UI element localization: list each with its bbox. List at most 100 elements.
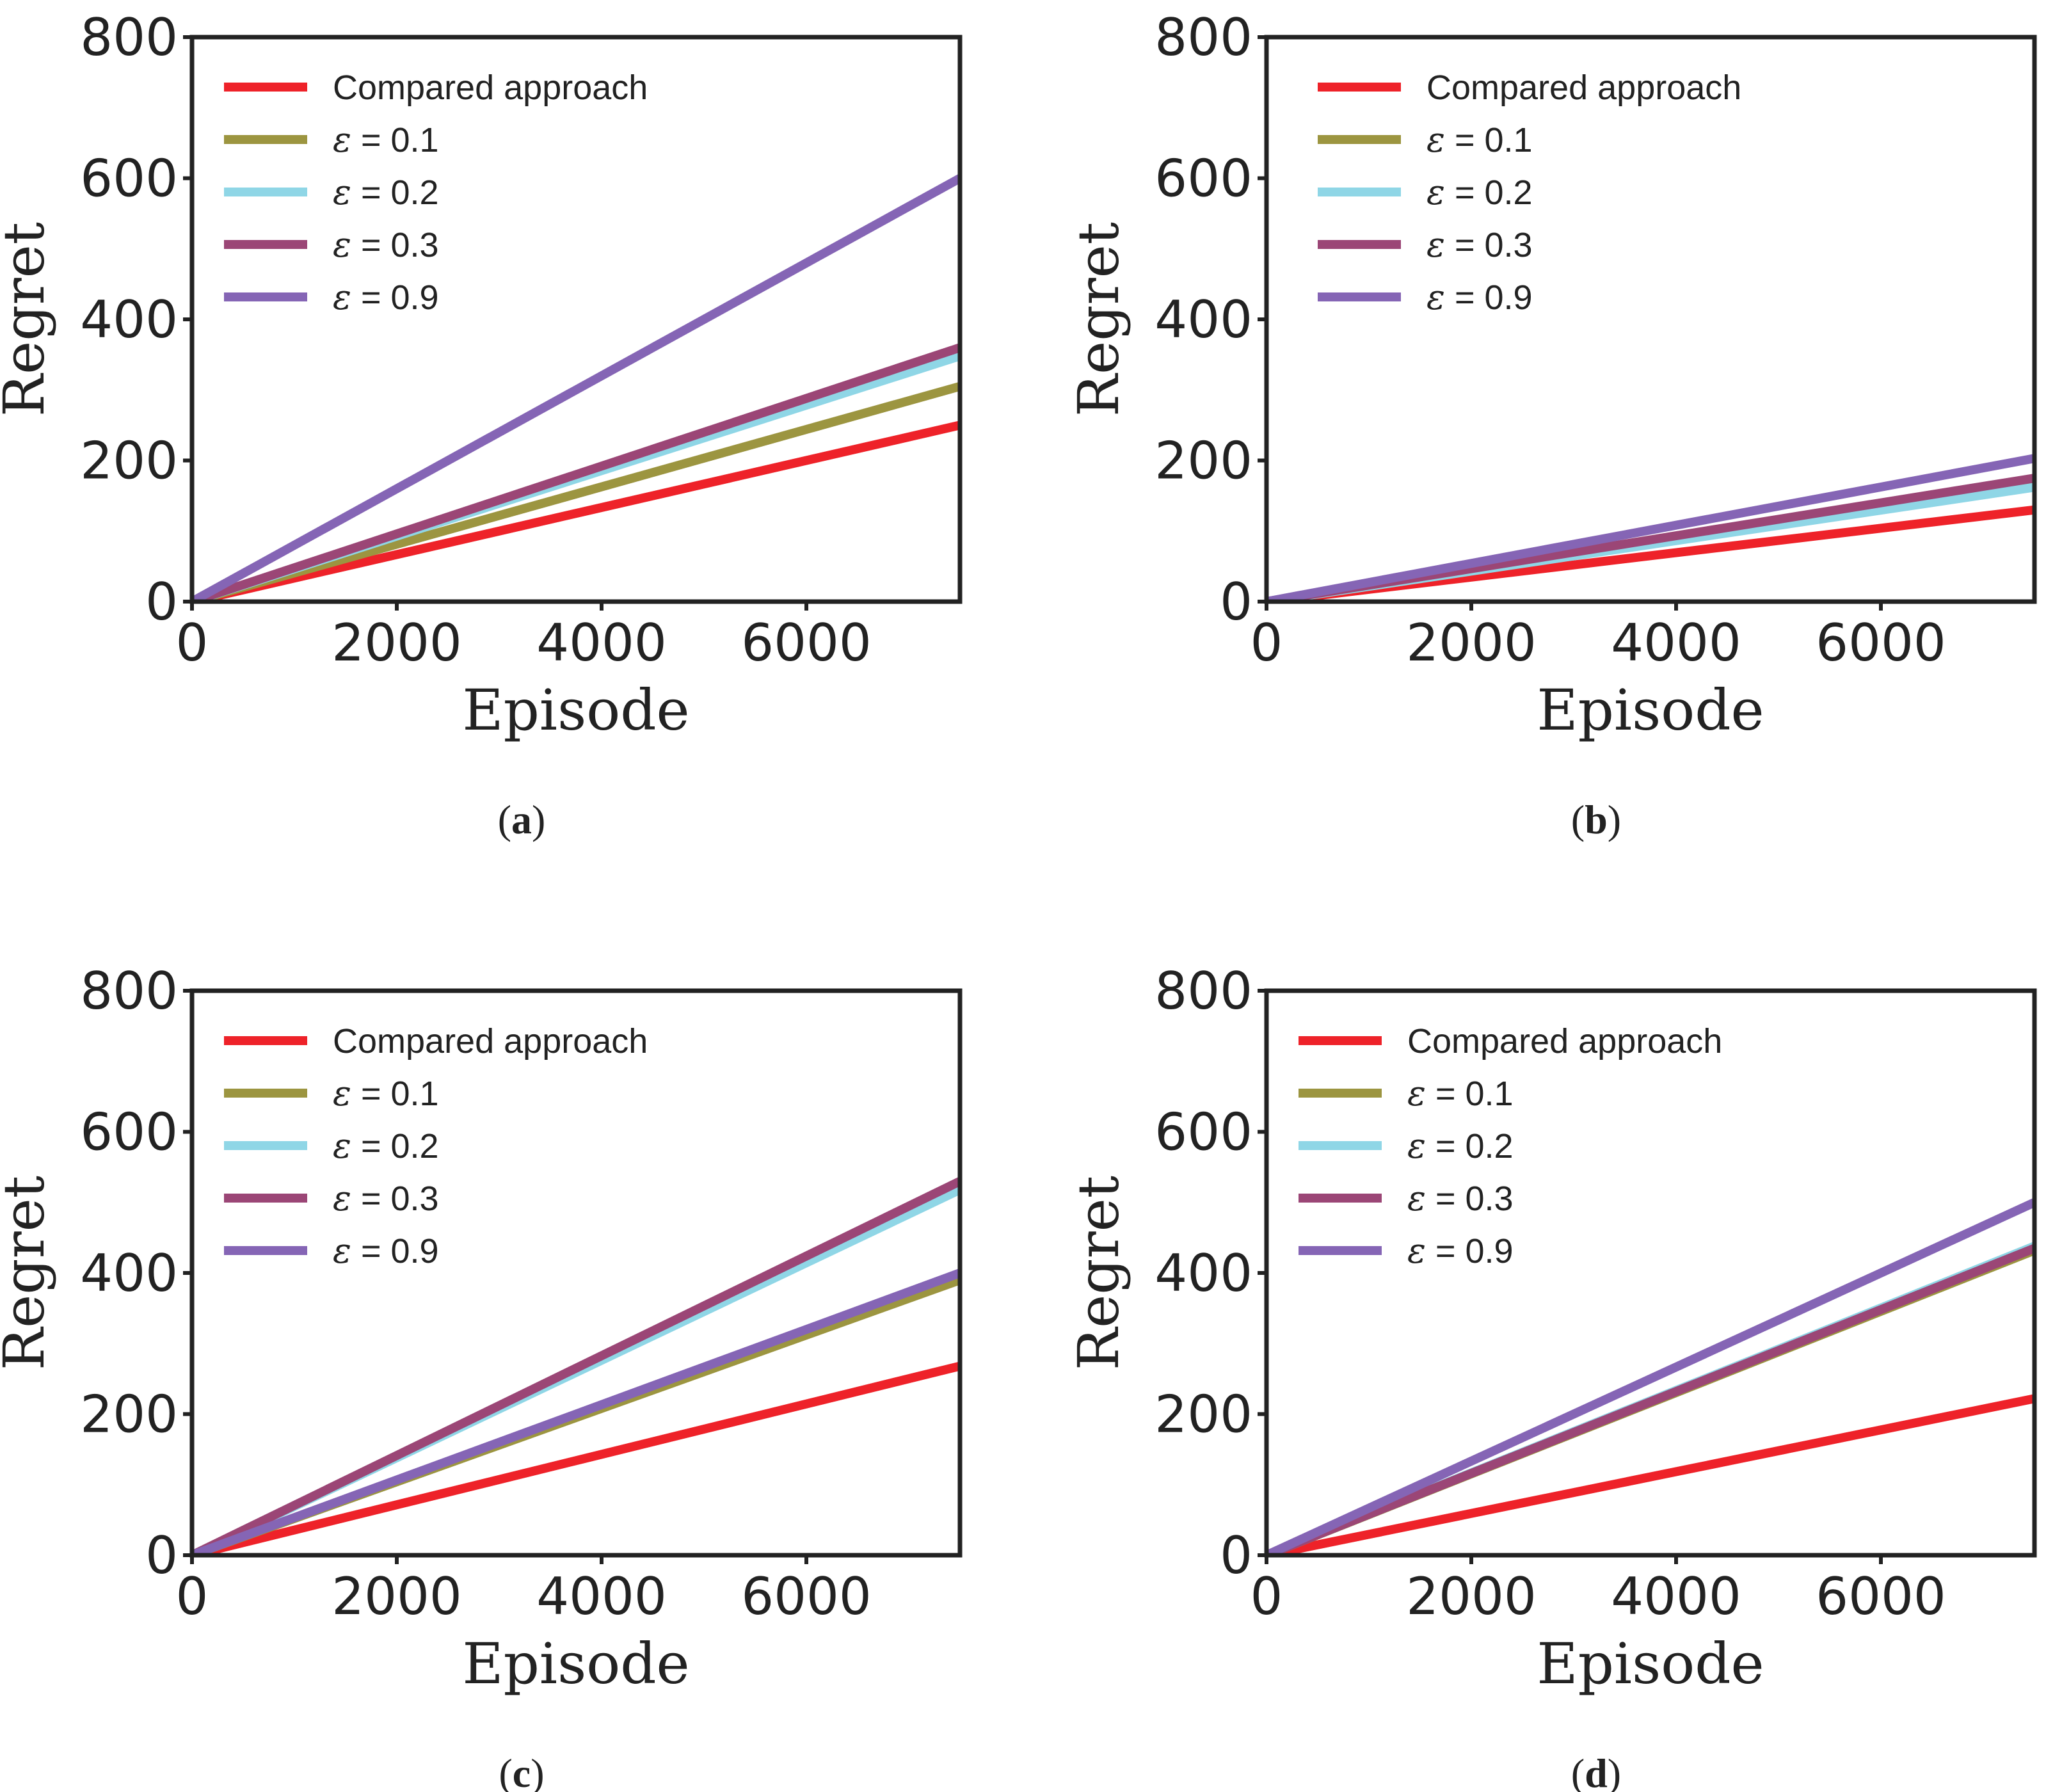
legend-value: = 0.3: [351, 1180, 439, 1218]
legend-symbol: ε: [1407, 1126, 1426, 1166]
legend-label: ε = 0.3: [333, 1178, 439, 1219]
x-tick-label: 2000: [332, 613, 462, 673]
y-tick-label: 600: [80, 149, 178, 209]
legend-symbol: ε: [1427, 172, 1445, 212]
y-tick-label: 600: [1155, 1103, 1252, 1162]
legend-value: = 0.9: [1426, 1232, 1514, 1270]
x-tick-label: 6000: [741, 1567, 872, 1626]
legend-symbol: ε: [333, 120, 351, 160]
legend-label: Compared approach: [1427, 68, 1741, 107]
x-tick-label: 6000: [1816, 1567, 1946, 1626]
y-tick-label: 200: [1155, 1385, 1252, 1444]
y-tick-label: 400: [80, 290, 178, 349]
x-axis-title: Episode: [462, 677, 689, 743]
legend-label: ε = 0.1: [333, 1073, 439, 1114]
series-line: [1267, 1394, 2034, 1555]
caption-paren: ): [531, 1750, 544, 1792]
series-line: [192, 1177, 960, 1555]
x-tick-label: 4000: [536, 613, 667, 673]
y-tick-label: 800: [80, 8, 178, 67]
series-line: [192, 343, 960, 602]
axes-frame: [189, 988, 963, 1558]
x-tick-label: 0: [1251, 1567, 1283, 1626]
series-line: [192, 381, 960, 602]
legend-label: ε = 0.3: [1427, 225, 1533, 265]
legend-label: ε = 0.1: [333, 120, 439, 160]
chart-panel-a: 0 200 400 600 800 0 2000 4000 6000 Episode Regret (…: [0, 8, 963, 842]
panel-caption: (b): [1571, 797, 1621, 842]
panel-caption: (a): [498, 797, 546, 842]
y-tick-label: 200: [1155, 431, 1252, 491]
series-line: [1267, 1244, 2034, 1555]
legend-symbol: ε: [1407, 1178, 1426, 1219]
legend-label: ε = 0.3: [333, 225, 439, 265]
legend-symbol: ε: [333, 225, 351, 265]
axes-frame: [1264, 35, 2037, 604]
x-tick-label: 6000: [741, 613, 872, 673]
legend-label: ε = 0.1: [1407, 1073, 1514, 1114]
caption-letter: c: [513, 1750, 531, 1792]
caption-paren: ): [532, 797, 545, 842]
legend-value: = 0.1: [351, 1075, 439, 1113]
legend-symbol: ε: [333, 277, 351, 317]
chart-panel-c: 0 200 400 600 800 0 2000 4000 6000 Episode Regret (…: [0, 961, 963, 1792]
legend-label: ε = 0.2: [333, 1126, 439, 1166]
y-tick-label: 0: [1220, 572, 1252, 632]
y-tick-label: 600: [80, 1103, 178, 1162]
legend-symbol: ε: [333, 1231, 351, 1271]
legend-value: = 0.2: [1445, 173, 1533, 212]
caption-letter: b: [1585, 797, 1608, 842]
y-tick-label: 400: [1155, 1244, 1252, 1303]
y-axis-title: Regret: [0, 1176, 57, 1370]
legend-label: ε = 0.2: [1427, 172, 1533, 212]
x-tick-label: 2000: [1406, 613, 1537, 673]
legend-value: = 0.3: [1426, 1180, 1514, 1218]
legend-label: Compared approach: [1407, 1022, 1722, 1060]
x-tick-label: 0: [1251, 613, 1283, 673]
legend-symbol: ε: [333, 1178, 351, 1219]
caption-paren: (: [1571, 797, 1585, 842]
y-tick-label: 400: [80, 1244, 178, 1303]
y-axis-title: Regret: [0, 222, 57, 417]
panel-caption: (d): [1571, 1750, 1621, 1792]
caption-letter: d: [1585, 1750, 1608, 1792]
legend-symbol: ε: [333, 172, 351, 212]
chart-panel-b: 0 200 400 600 800 0 2000 4000 6000 Episode Regret (…: [1066, 8, 2037, 842]
legend-symbol: ε: [1427, 277, 1445, 317]
axes-frame: [1264, 988, 2037, 1558]
x-axis-title: Episode: [1537, 677, 1764, 743]
legend-value: = 0.1: [1445, 121, 1533, 159]
caption-paren: (: [499, 1750, 512, 1792]
legend-label: Compared approach: [333, 68, 648, 107]
series-line: [192, 420, 960, 602]
legend-label: ε = 0.2: [333, 172, 439, 212]
legend-label: Compared approach: [333, 1022, 648, 1060]
x-tick-label: 0: [176, 613, 209, 673]
legend-value: = 0.9: [351, 1232, 439, 1270]
y-tick-label: 600: [1155, 149, 1252, 209]
caption-paren: ): [1608, 1750, 1621, 1792]
y-tick-label: 0: [1220, 1526, 1252, 1585]
x-tick-label: 6000: [1816, 613, 1946, 673]
y-tick-label: 800: [1155, 961, 1252, 1021]
legend-label: ε = 0.9: [333, 277, 439, 317]
legend-label: ε = 0.3: [1407, 1178, 1514, 1219]
legend-value: = 0.3: [351, 226, 439, 264]
series-line: [1267, 454, 2034, 602]
x-tick-label: 4000: [1611, 613, 1741, 673]
y-tick-label: 400: [1155, 290, 1252, 349]
series-line: [192, 174, 960, 602]
x-tick-label: 4000: [536, 1567, 667, 1626]
panel-caption: (c): [499, 1750, 544, 1792]
y-tick-label: 800: [80, 961, 178, 1021]
y-tick-label: 200: [80, 1385, 178, 1444]
x-tick-label: 2000: [332, 1567, 462, 1626]
x-tick-label: 4000: [1611, 1567, 1741, 1626]
x-axis-title: Episode: [462, 1631, 689, 1697]
x-tick-label: 2000: [1406, 1567, 1537, 1626]
legend-label: ε = 0.9: [1427, 277, 1533, 317]
y-tick-label: 800: [1155, 8, 1252, 67]
x-axis-title: Episode: [1537, 1631, 1764, 1697]
legend-value: = 0.3: [1445, 226, 1533, 264]
legend-label: ε = 0.9: [1407, 1231, 1514, 1271]
